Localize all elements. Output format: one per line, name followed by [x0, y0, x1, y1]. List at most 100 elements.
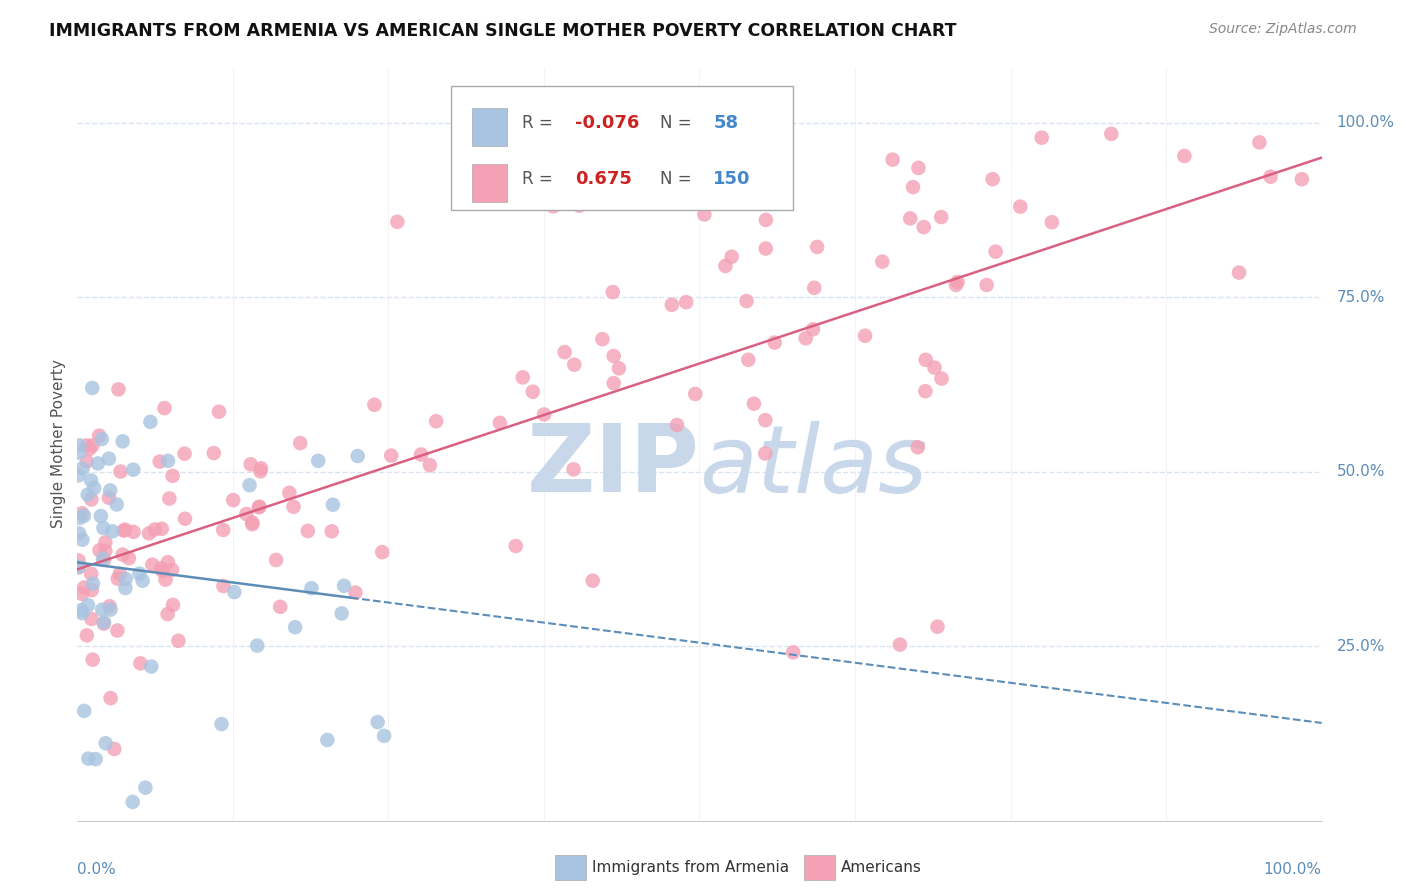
Point: [160, 563, 183, 577]
Text: atlas: atlas: [700, 421, 928, 512]
Point: [143, 523, 166, 537]
Point: [139, 415, 162, 429]
Point: [1249, 136, 1271, 150]
Text: 100.0%: 100.0%: [1337, 115, 1395, 130]
Point: [914, 384, 936, 399]
Point: [522, 384, 544, 399]
Point: [156, 454, 179, 468]
Point: [907, 440, 929, 454]
Point: [914, 352, 936, 367]
Point: [91, 551, 114, 566]
Point: [156, 607, 179, 621]
Point: [754, 446, 776, 460]
Point: [80, 612, 103, 626]
Point: [67, 553, 90, 567]
Point: [84, 752, 107, 766]
Point: [80, 566, 103, 581]
Text: 0.0%: 0.0%: [77, 862, 117, 877]
Point: [70, 587, 93, 601]
Point: [264, 553, 287, 567]
Point: [111, 434, 134, 449]
Point: [419, 458, 441, 472]
Point: [794, 331, 817, 345]
Point: [69, 438, 91, 452]
Point: [371, 545, 394, 559]
Point: [162, 468, 184, 483]
Point: [240, 517, 263, 532]
Point: [91, 602, 114, 616]
Point: [73, 508, 96, 523]
Point: [666, 417, 689, 432]
Point: [162, 598, 184, 612]
Point: [152, 564, 174, 578]
Point: [222, 493, 245, 508]
Point: [901, 180, 924, 194]
Point: [322, 498, 344, 512]
Point: [70, 603, 93, 617]
Point: [100, 602, 122, 616]
Point: [235, 507, 257, 521]
Point: [167, 633, 190, 648]
Point: [755, 213, 778, 227]
Point: [79, 442, 101, 456]
Point: [82, 381, 104, 395]
Point: [98, 599, 121, 614]
Point: [373, 729, 395, 743]
Point: [782, 645, 804, 659]
Point: [882, 153, 904, 167]
Point: [290, 436, 312, 450]
Point: [67, 468, 90, 483]
Point: [693, 207, 716, 221]
Point: [90, 432, 112, 446]
Point: [82, 576, 104, 591]
Point: [80, 492, 103, 507]
Point: [224, 585, 246, 599]
Text: N =: N =: [659, 170, 692, 188]
Point: [284, 620, 307, 634]
Point: [1291, 172, 1313, 186]
Text: 25.0%: 25.0%: [1337, 639, 1385, 654]
Point: [889, 638, 911, 652]
Point: [149, 454, 172, 468]
Point: [1099, 127, 1122, 141]
Point: [239, 458, 262, 472]
Point: [675, 295, 697, 310]
Point: [138, 526, 160, 541]
Point: [568, 199, 591, 213]
Point: [602, 376, 624, 390]
Point: [76, 628, 98, 642]
Point: [107, 383, 129, 397]
FancyBboxPatch shape: [450, 86, 793, 211]
Point: [246, 639, 269, 653]
Point: [907, 161, 929, 175]
Point: [249, 464, 271, 478]
Point: [872, 254, 894, 268]
Point: [131, 574, 153, 588]
Point: [720, 250, 742, 264]
Point: [101, 524, 124, 539]
Point: [247, 500, 270, 514]
Point: [333, 579, 356, 593]
Point: [150, 522, 173, 536]
Point: [103, 742, 125, 756]
Text: 75.0%: 75.0%: [1337, 290, 1385, 305]
Point: [754, 413, 776, 427]
Point: [134, 780, 156, 795]
Point: [1031, 130, 1053, 145]
Text: R =: R =: [522, 170, 553, 188]
Point: [607, 361, 630, 376]
Point: [737, 352, 759, 367]
Text: Americans: Americans: [841, 860, 922, 874]
Point: [70, 606, 93, 620]
Point: [94, 535, 117, 549]
Point: [330, 607, 353, 621]
Point: [278, 485, 301, 500]
Point: [853, 328, 876, 343]
Point: [562, 462, 585, 476]
Point: [321, 524, 343, 539]
Text: IMMIGRANTS FROM ARMENIA VS AMERICAN SINGLE MOTHER POVERTY CORRELATION CHART: IMMIGRANTS FROM ARMENIA VS AMERICAN SING…: [49, 22, 956, 40]
Point: [212, 579, 235, 593]
Point: [591, 332, 613, 346]
Point: [931, 371, 953, 385]
Point: [801, 322, 824, 336]
